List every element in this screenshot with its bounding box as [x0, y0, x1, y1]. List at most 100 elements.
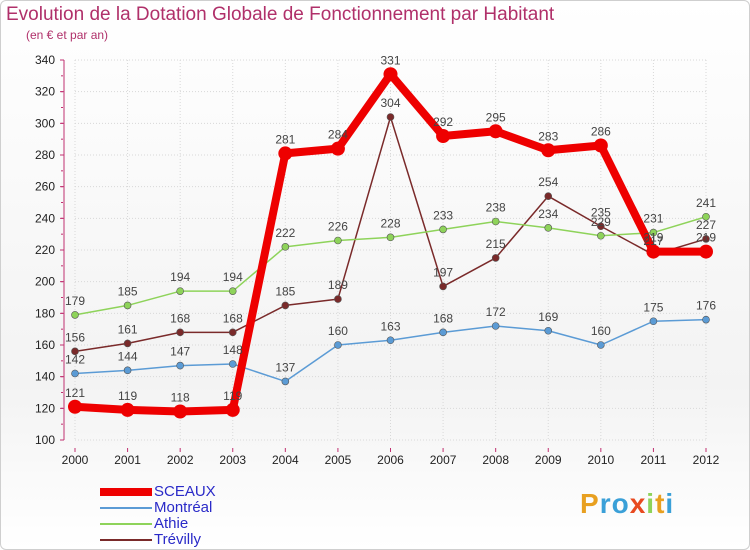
data-label: 163 — [380, 319, 400, 333]
data-label: 222 — [275, 226, 295, 240]
legend-swatch — [100, 539, 152, 541]
data-point — [123, 339, 132, 348]
data-label: 160 — [328, 324, 348, 338]
data-point — [646, 244, 661, 259]
data-label: 229 — [591, 215, 611, 229]
data-point — [383, 67, 398, 82]
data-label: 169 — [538, 310, 558, 324]
x-tick-label: 2002 — [167, 453, 194, 467]
data-point — [702, 235, 710, 243]
x-tick-label: 2006 — [377, 453, 404, 467]
data-point — [386, 233, 395, 242]
data-label: 185 — [275, 284, 295, 298]
data-label: 241 — [696, 196, 716, 210]
data-point — [386, 113, 395, 121]
data-point — [71, 347, 79, 356]
data-label: 168 — [170, 311, 190, 325]
legend-label: Trévilly — [154, 531, 201, 548]
data-label: 168 — [433, 311, 453, 325]
data-point — [491, 322, 500, 330]
y-tick-label: 160 — [35, 338, 55, 352]
data-point — [334, 236, 342, 245]
data-label: 168 — [223, 311, 243, 325]
data-label: 189 — [328, 278, 348, 292]
data-point — [120, 402, 135, 417]
data-label: 281 — [275, 132, 295, 146]
data-point — [699, 244, 713, 259]
data-label: 227 — [696, 218, 716, 232]
data-point — [439, 225, 447, 234]
y-tick-label: 180 — [35, 306, 55, 320]
y-tick-label: 100 — [35, 433, 55, 447]
data-label: 215 — [486, 237, 506, 251]
data-point — [176, 361, 184, 370]
x-tick-label: 2001 — [114, 453, 141, 467]
data-label: 119 — [223, 389, 242, 403]
data-label: 219 — [696, 231, 716, 245]
series-group — [68, 67, 713, 419]
grid — [74, 59, 707, 441]
legend-swatch — [100, 523, 152, 525]
data-label: 144 — [118, 349, 138, 363]
data-label: 234 — [538, 207, 558, 221]
data-point — [439, 282, 447, 291]
data-label: 194 — [170, 270, 190, 284]
data-point — [330, 141, 345, 156]
data-point — [281, 377, 290, 386]
data-point — [71, 369, 79, 378]
data-label: 172 — [486, 305, 506, 319]
x-tick-label: 2012 — [693, 453, 720, 467]
data-point — [436, 129, 451, 143]
data-point — [281, 301, 290, 310]
data-label: 283 — [538, 129, 558, 143]
data-point — [176, 287, 184, 295]
y-tick-label: 260 — [35, 180, 55, 194]
proxiti-logo: Proxiti — [580, 488, 675, 519]
data-point — [228, 328, 237, 337]
y-tick-label: 300 — [35, 116, 55, 130]
legend-label: Athie — [154, 515, 189, 532]
x-tick-label: 2003 — [219, 453, 246, 467]
chart-subtitle: (en € et par an) — [26, 28, 109, 42]
x-tick-label: 2010 — [587, 453, 614, 467]
data-point — [176, 328, 184, 337]
data-label: 121 — [65, 386, 85, 400]
data-point — [334, 341, 342, 349]
data-label: 295 — [486, 110, 506, 124]
data-label: 219 — [643, 231, 663, 245]
data-label: 331 — [380, 53, 400, 67]
data-point — [491, 254, 500, 262]
data-point — [597, 341, 605, 349]
data-point — [597, 231, 605, 240]
data-label: 231 — [643, 212, 663, 226]
data-label: 304 — [380, 96, 400, 110]
data-label: 137 — [275, 360, 295, 374]
data-point — [123, 366, 132, 375]
data-label: 161 — [118, 322, 138, 336]
y-tick-label: 140 — [35, 370, 55, 384]
x-tick-label: 2008 — [482, 453, 509, 467]
data-point — [439, 328, 447, 337]
data-label: 286 — [591, 125, 611, 139]
x-tick-label: 2011 — [641, 453, 667, 467]
data-label: 292 — [433, 115, 453, 129]
data-label: 119 — [118, 389, 137, 403]
data-label: 197 — [433, 265, 453, 279]
data-label: 156 — [65, 330, 85, 344]
data-label: 185 — [118, 284, 138, 298]
data-label: 233 — [433, 208, 453, 222]
data-label: 175 — [643, 300, 663, 314]
data-point — [593, 138, 608, 153]
data-point — [278, 146, 293, 161]
data-label: 235 — [591, 205, 611, 219]
y-tick-label: 320 — [35, 85, 55, 99]
data-point — [173, 404, 188, 419]
data-point — [597, 222, 605, 231]
data-point — [702, 315, 710, 324]
data-label: 194 — [223, 270, 243, 284]
data-label: 118 — [171, 391, 190, 405]
x-tick-label: 2009 — [535, 453, 562, 467]
data-label: 284 — [328, 128, 348, 142]
data-point — [649, 317, 658, 326]
data-point — [68, 399, 82, 414]
